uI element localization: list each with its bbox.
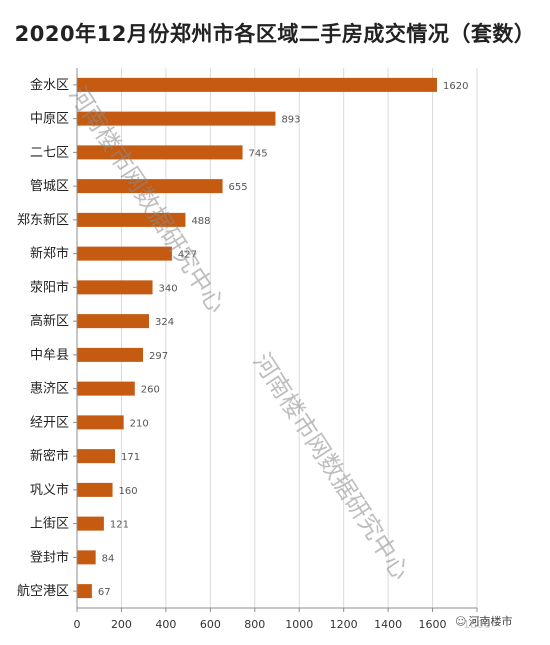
bar bbox=[77, 77, 437, 92]
axes bbox=[73, 68, 478, 612]
x-tick-label: 0 bbox=[74, 618, 81, 631]
data-label: 171 bbox=[121, 452, 140, 463]
category-label: 二七区 bbox=[30, 145, 69, 160]
category-label: 登封市 bbox=[30, 549, 69, 565]
x-tick-label: 600 bbox=[200, 618, 221, 631]
bar bbox=[77, 314, 149, 329]
x-tick-label: 1200 bbox=[330, 618, 358, 631]
x-tick-label: 800 bbox=[244, 618, 265, 631]
labels: 020040060080010001200140016001800金水区1620… bbox=[17, 77, 491, 631]
category-label: 惠济区 bbox=[30, 382, 69, 397]
category-label: 巩义市 bbox=[30, 482, 69, 498]
bar bbox=[77, 212, 186, 227]
category-label: 郑东新区 bbox=[17, 212, 69, 228]
data-label: 324 bbox=[155, 317, 174, 328]
data-label: 427 bbox=[178, 250, 197, 261]
x-tick-label: 1000 bbox=[285, 618, 313, 631]
bar bbox=[77, 482, 113, 497]
data-label: 745 bbox=[249, 148, 268, 159]
category-label: 中原区 bbox=[30, 112, 69, 127]
bar bbox=[77, 179, 223, 194]
bar bbox=[77, 246, 172, 261]
data-label: 893 bbox=[281, 115, 300, 126]
category-label: 荥阳市 bbox=[30, 279, 69, 295]
category-label: 经开区 bbox=[30, 415, 69, 430]
category-label: 新密市 bbox=[30, 448, 69, 464]
bar bbox=[77, 449, 115, 464]
category-label: 管城区 bbox=[30, 179, 69, 194]
data-label: 1620 bbox=[443, 81, 468, 92]
data-label: 121 bbox=[110, 520, 129, 531]
bar bbox=[77, 584, 92, 599]
category-label: 中牟县 bbox=[30, 348, 69, 363]
data-label: 210 bbox=[130, 418, 149, 429]
chart-title: 2020年12月份郑州市各区域二手房成交情况（套数） bbox=[14, 22, 536, 46]
data-label: 260 bbox=[141, 385, 160, 396]
data-label: 340 bbox=[159, 283, 178, 294]
wechat-icon: ☺ bbox=[455, 615, 467, 628]
data-label: 84 bbox=[102, 553, 115, 564]
data-label: 297 bbox=[149, 351, 168, 362]
data-label: 160 bbox=[119, 486, 138, 497]
x-tick-label: 400 bbox=[155, 618, 176, 631]
category-label: 航空港区 bbox=[17, 583, 69, 599]
x-tick-label: 200 bbox=[111, 618, 132, 631]
bar bbox=[77, 516, 104, 531]
bar bbox=[77, 111, 276, 126]
bar bbox=[77, 145, 243, 160]
x-tick-label: 1600 bbox=[419, 618, 447, 631]
bar bbox=[77, 415, 124, 430]
brand-badge: ☺ 河南楼市 bbox=[452, 612, 516, 630]
data-label: 655 bbox=[229, 182, 248, 193]
category-label: 金水区 bbox=[30, 77, 69, 93]
bar bbox=[77, 280, 153, 295]
data-label: 67 bbox=[98, 587, 111, 598]
category-label: 上街区 bbox=[30, 517, 69, 532]
bar bbox=[77, 347, 143, 362]
data-label: 488 bbox=[191, 216, 210, 227]
bar bbox=[77, 550, 96, 565]
brand-text: 河南楼市 bbox=[468, 615, 513, 628]
bar bbox=[77, 381, 135, 396]
category-label: 高新区 bbox=[30, 313, 69, 329]
category-label: 新郑市 bbox=[30, 246, 69, 262]
x-tick-label: 1400 bbox=[374, 618, 402, 631]
bars bbox=[77, 77, 437, 599]
